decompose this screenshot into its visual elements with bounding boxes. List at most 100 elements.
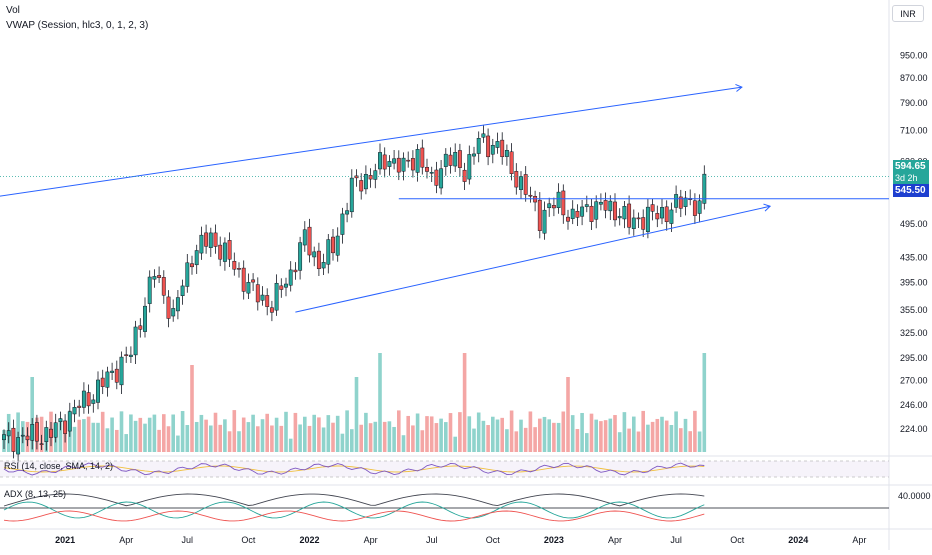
currency-button[interactable]: INR (892, 5, 924, 22)
volume-bar (124, 434, 128, 452)
volume-bar (340, 433, 345, 452)
volume-bar (688, 431, 692, 452)
volume-bar (585, 433, 589, 452)
price-axis-label: 246.00 (900, 400, 928, 410)
time-axis-label: Oct (730, 535, 745, 545)
volume-bar (279, 425, 284, 452)
candle-body (190, 263, 194, 268)
candle-body (608, 200, 613, 212)
candle-body (208, 232, 213, 248)
candle-body (100, 377, 105, 387)
rsi-legend[interactable]: RSI (14, close, SMA, 14, 2) (4, 461, 114, 471)
volume-bar (660, 416, 664, 452)
volume-bar (354, 377, 359, 452)
adx-legend[interactable]: ADX (8, 13, 25) (4, 489, 67, 499)
volume-bar (293, 412, 298, 452)
volume-bar (467, 416, 472, 452)
candle-body (702, 173, 707, 204)
candle-body (44, 427, 49, 442)
volume-legend[interactable]: Vol (6, 5, 20, 16)
level-price-tag: 545.50 (893, 184, 929, 197)
vwap-legend[interactable]: VWAP (Session, hlc3, 0, 1, 2, 3) (6, 20, 149, 31)
volume-bar (448, 413, 453, 452)
trend-line[interactable] (0, 86, 742, 199)
volume-bar (486, 425, 490, 452)
candle-body (641, 217, 646, 230)
candle-body (575, 210, 580, 218)
volume-bar (420, 430, 425, 452)
candle-body (396, 157, 401, 173)
candle-body (316, 250, 321, 269)
candle-body (453, 152, 458, 167)
volume-bar (91, 422, 96, 452)
volume-bar (176, 435, 180, 452)
volume-bar (411, 425, 415, 452)
volume-bar (453, 436, 457, 452)
time-axis-label: Jul (670, 535, 682, 545)
volume-bar (397, 410, 401, 452)
trend-line[interactable] (295, 205, 771, 313)
candle-body (58, 418, 63, 422)
candle-body (504, 150, 509, 157)
volume-bar (77, 419, 81, 452)
candle-body (378, 152, 382, 170)
candle-body (594, 201, 599, 220)
candle-body (363, 174, 368, 190)
volume-bar (476, 412, 481, 452)
volume-bar (72, 426, 77, 452)
volume-bar (617, 432, 622, 452)
last-price-tag: 594.65 (893, 160, 929, 173)
candle-body (669, 209, 674, 224)
volume-bar (425, 416, 429, 452)
volume-bar (350, 429, 354, 452)
candle-body (613, 201, 617, 221)
volume-bar (641, 410, 645, 452)
volume-bar (603, 420, 608, 452)
candle-body (570, 208, 575, 219)
candle-body (566, 216, 570, 222)
volume-bar (514, 431, 519, 452)
volume-bar (613, 415, 617, 452)
time-axis-label: Apr (119, 535, 133, 545)
candle-body (519, 176, 523, 190)
volume-bar (491, 416, 495, 452)
di-plus-line (3, 501, 705, 519)
volume-bar (373, 421, 378, 452)
candle-body (194, 250, 199, 266)
price-axis-label: 950.00 (900, 50, 928, 60)
price-axis-label: 495.00 (900, 219, 928, 229)
candle-body (110, 370, 115, 373)
candle-body (692, 200, 697, 216)
price-axis-label: 355.00 (900, 305, 928, 315)
candle-body (345, 210, 350, 215)
volume-bar (547, 419, 551, 452)
candle-body (660, 207, 664, 219)
candle-body (269, 307, 274, 313)
candle-body (237, 268, 241, 270)
candle-body (185, 262, 190, 287)
volume-bar (58, 418, 63, 452)
volume-bar (575, 429, 580, 452)
candle-body (603, 200, 608, 211)
candle-body (6, 430, 11, 437)
candle-body (312, 251, 317, 258)
price-axis-label: 395.00 (900, 277, 928, 287)
volume-bar (556, 422, 561, 452)
volume-bar (298, 424, 302, 452)
candle-body (528, 194, 533, 197)
time-axis-label: Oct (241, 535, 256, 545)
candle-body (467, 154, 472, 180)
volume-bar (683, 418, 688, 452)
volume-bar (317, 417, 321, 452)
volume-bar (152, 414, 157, 452)
volume-bar (406, 415, 410, 452)
volume-bar (166, 426, 171, 452)
price-axis-label: 224.00 (900, 424, 928, 434)
rsi-ma-line (3, 465, 705, 473)
candle-body (580, 206, 585, 217)
candle-body (439, 168, 444, 189)
candle-body (260, 294, 265, 301)
volume-bar (702, 353, 707, 452)
